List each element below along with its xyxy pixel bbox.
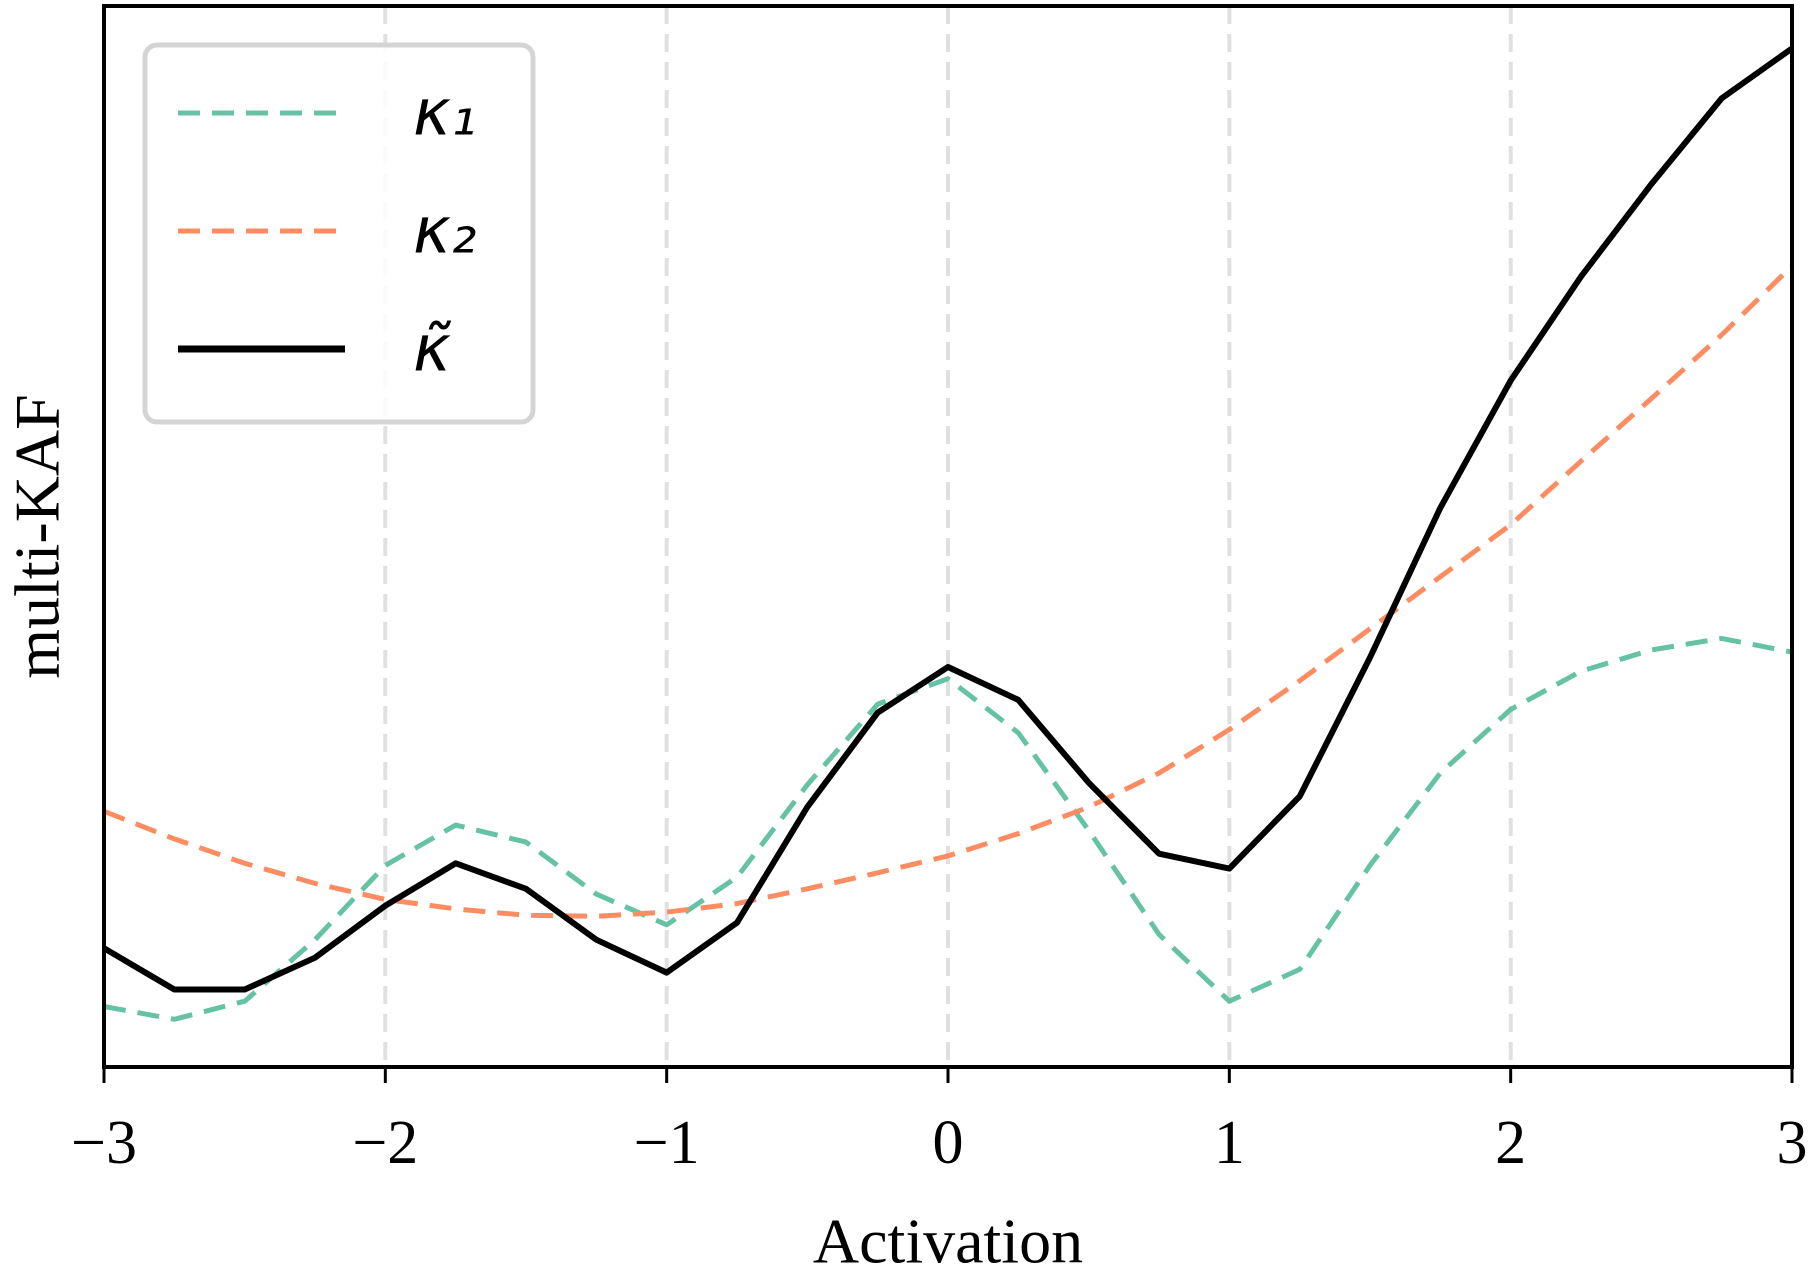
x-tick-label: 0 bbox=[933, 1109, 964, 1177]
legend-box bbox=[142, 42, 536, 425]
x-tick-label: 1 bbox=[1214, 1109, 1245, 1177]
series-line bbox=[103, 264, 1794, 919]
x-tick-label: −2 bbox=[352, 1109, 418, 1177]
x-tick-label: −1 bbox=[634, 1109, 700, 1177]
legend-label: κ̃ bbox=[413, 313, 451, 387]
series-line bbox=[102, 45, 1794, 993]
x-tick-label: 2 bbox=[1495, 1109, 1526, 1177]
legend-label: κ₂ bbox=[413, 195, 476, 269]
x-axis-label: Activation bbox=[813, 1206, 1083, 1277]
x-tick-label: 3 bbox=[1777, 1109, 1808, 1177]
plot-frame bbox=[102, 4, 1794, 1069]
legend-label: κ₁ bbox=[413, 77, 476, 151]
series-line bbox=[103, 635, 1793, 1022]
y-axis-label: multi-KAF bbox=[2, 394, 73, 678]
x-tick-label: −3 bbox=[71, 1109, 137, 1177]
